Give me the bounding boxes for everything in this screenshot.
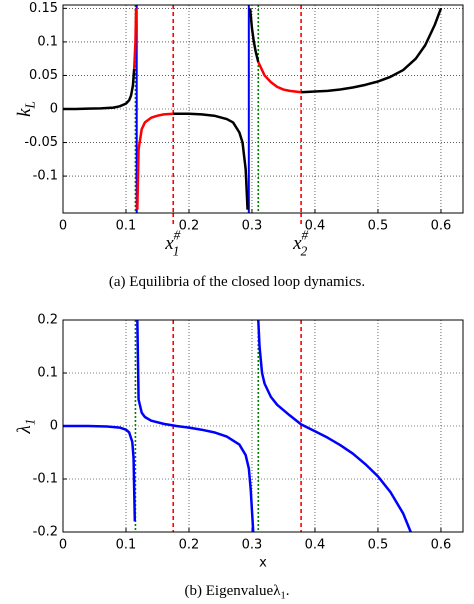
caption-end: . — [286, 583, 290, 599]
caption: (a) Equilibria of the closed loop dynami… — [109, 274, 365, 290]
y-axis-label: kL — [14, 101, 37, 117]
annotation-sub: 2 — [301, 244, 308, 259]
y-tick-label: 0.15 — [29, 1, 58, 16]
annotation-sub: 1 — [173, 244, 180, 259]
data-line — [63, 68, 136, 111]
x-tick-label: 0 — [59, 219, 67, 234]
x-tick-label: 0.5 — [368, 219, 389, 234]
data-line — [301, 7, 443, 94]
data-line — [136, 112, 174, 210]
annotation-sup: # — [174, 227, 181, 242]
x-axis-label: x — [259, 556, 267, 571]
plot-area — [63, 320, 412, 532]
x-tick-label: 0.4 — [305, 219, 326, 234]
x-tick-label: 0.6 — [431, 538, 452, 553]
x-tick-label: 0 — [59, 538, 67, 553]
plot-area — [63, 5, 443, 213]
data-line — [173, 112, 249, 210]
y-tick-label: 0.1 — [37, 34, 58, 49]
x-tick-label: 0.5 — [368, 538, 389, 553]
x-tick-label: 0.1 — [116, 538, 137, 553]
y-tick-label: 0.05 — [29, 68, 58, 83]
data-line — [63, 424, 137, 522]
subplot: 0 0.1 0.2 0.3 0.4 0.5 0.6 -0.1 -0.05 0 0.05 0.1 0.15… — [14, 1, 464, 290]
y-tick-label: 0 — [50, 419, 58, 434]
annotation-main: x — [292, 233, 302, 254]
y-axis-label-sub: 1 — [23, 419, 38, 426]
y-tick-label: -0.1 — [33, 169, 58, 184]
y-axis-label-main: λ — [14, 425, 35, 434]
x-tick-label: 0.6 — [431, 219, 452, 234]
x-tick-label: 0.2 — [179, 219, 200, 234]
data-line — [257, 61, 302, 94]
subplot: 0 0.1 0.2 0.3 0.4 0.5 0.6-0.2-0.100.10.2λ1x(b)… — [14, 313, 464, 602]
y-axis-label-main: k — [14, 108, 35, 117]
y-axis-label: λ1 — [14, 419, 37, 435]
data-line — [257, 320, 412, 532]
y-tick-label: -0.05 — [24, 135, 58, 150]
x-tick-label: 0.3 — [242, 538, 263, 553]
y-tick-label: 0.2 — [37, 313, 58, 328]
x-tick-label: 0.4 — [305, 538, 326, 553]
x-tick-label: 0.2 — [179, 538, 200, 553]
caption-main: (a) Equilibria of the closed loop dynami… — [109, 274, 365, 290]
caption-main: (b) Eigenvalueλ — [185, 583, 282, 599]
data-line — [248, 8, 260, 63]
y-tick-label: -0.1 — [33, 472, 58, 487]
data-line — [136, 320, 255, 532]
y-tick-label: -0.2 — [33, 525, 58, 540]
y-axis-label-sub: L — [23, 101, 38, 109]
annotation-sup: # — [302, 227, 309, 242]
y-tick-label: 0 — [50, 102, 58, 117]
x-tick-label: 0.1 — [116, 219, 137, 234]
annotation: x# 1 — [164, 227, 180, 258]
annotation: x# 2 — [292, 227, 308, 258]
caption-sub: 1 — [280, 591, 285, 602]
x-tick-label: 0.3 — [242, 219, 263, 234]
y-tick-label: 0.1 — [37, 366, 58, 381]
axes-frame — [62, 4, 464, 214]
caption: (b) Eigenvalueλ1. — [185, 583, 290, 601]
annotation-main: x — [164, 233, 174, 254]
data-line — [132, 8, 138, 69]
axes-frame — [62, 319, 464, 533]
